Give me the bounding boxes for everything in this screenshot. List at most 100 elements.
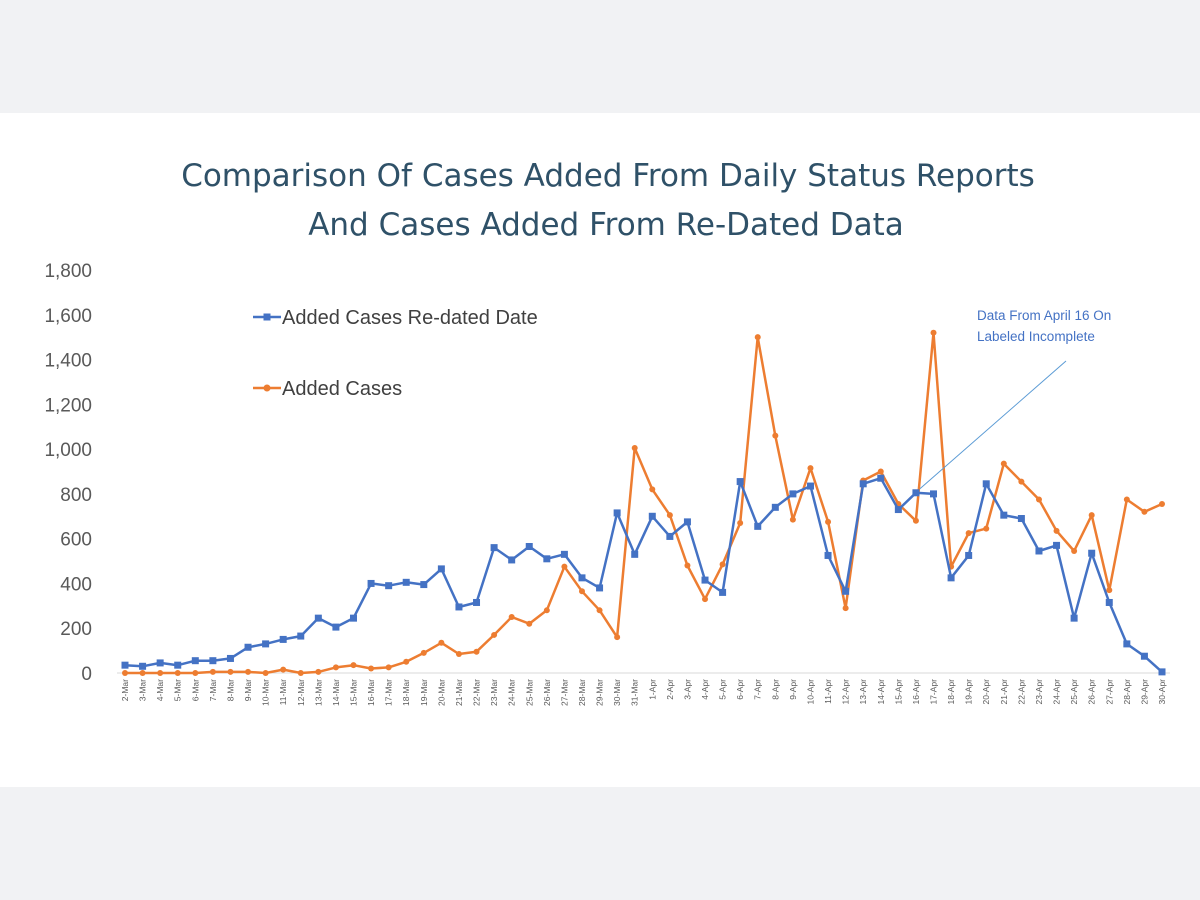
legend-entry-added[interactable]: Added Cases	[253, 378, 402, 400]
data-point[interactable]	[859, 480, 867, 488]
data-point[interactable]	[631, 550, 639, 558]
data-point[interactable]	[807, 465, 814, 472]
data-point[interactable]	[121, 661, 129, 669]
data-point[interactable]	[1070, 614, 1078, 622]
data-point[interactable]	[965, 530, 972, 537]
data-point[interactable]	[1000, 511, 1008, 519]
data-point[interactable]	[473, 598, 481, 606]
data-point[interactable]	[122, 670, 128, 676]
data-point[interactable]	[772, 432, 779, 439]
data-point[interactable]	[666, 532, 674, 540]
data-point[interactable]	[403, 658, 410, 665]
data-point[interactable]	[648, 512, 656, 520]
data-point[interactable]	[912, 489, 920, 497]
data-point[interactable]	[789, 490, 797, 498]
data-point[interactable]	[297, 670, 304, 676]
data-point[interactable]	[279, 635, 287, 643]
data-point[interactable]	[825, 518, 832, 525]
data-point[interactable]	[842, 587, 850, 595]
data-point[interactable]	[1106, 587, 1113, 594]
data-point[interactable]	[139, 670, 146, 676]
data-point[interactable]	[526, 620, 533, 627]
data-point[interactable]	[1123, 496, 1130, 503]
data-point[interactable]	[349, 614, 357, 622]
data-point[interactable]	[560, 550, 568, 558]
data-point[interactable]	[649, 486, 656, 493]
data-point[interactable]	[157, 670, 164, 676]
data-point[interactable]	[437, 565, 445, 573]
data-point[interactable]	[314, 614, 322, 622]
data-point[interactable]	[332, 623, 340, 631]
data-point[interactable]	[877, 468, 884, 475]
data-point[interactable]	[1035, 496, 1042, 503]
data-point[interactable]	[508, 556, 516, 564]
data-point[interactable]	[525, 543, 533, 551]
data-point[interactable]	[806, 482, 814, 490]
data-point[interactable]	[771, 503, 779, 511]
data-point[interactable]	[209, 668, 216, 675]
data-point[interactable]	[297, 632, 305, 640]
data-point[interactable]	[614, 634, 621, 641]
data-point[interactable]	[1071, 547, 1078, 554]
data-point[interactable]	[947, 574, 955, 582]
data-point[interactable]	[1018, 478, 1025, 485]
data-point[interactable]	[930, 329, 937, 336]
data-point[interactable]	[1000, 460, 1007, 467]
data-point[interactable]	[1017, 515, 1025, 523]
data-point[interactable]	[367, 579, 375, 587]
data-point[interactable]	[420, 649, 427, 656]
data-point[interactable]	[192, 670, 199, 676]
data-point[interactable]	[1053, 527, 1060, 534]
data-point[interactable]	[842, 605, 849, 612]
data-point[interactable]	[930, 490, 938, 498]
data-point[interactable]	[385, 582, 393, 590]
legend-entry-redated[interactable]: Added Cases Re-dated Date	[253, 307, 538, 329]
data-point[interactable]	[139, 662, 147, 670]
data-point[interactable]	[613, 509, 621, 517]
data-point[interactable]	[156, 659, 164, 667]
data-point[interactable]	[332, 664, 339, 671]
data-point[interactable]	[473, 648, 480, 655]
data-point[interactable]	[174, 661, 182, 669]
data-point[interactable]	[983, 525, 990, 532]
data-point[interactable]	[684, 562, 691, 569]
data-point[interactable]	[209, 657, 217, 665]
data-point[interactable]	[227, 668, 234, 675]
data-point[interactable]	[438, 639, 445, 646]
data-point[interactable]	[1053, 541, 1061, 549]
data-point[interactable]	[402, 578, 410, 586]
data-point[interactable]	[912, 517, 919, 524]
data-point[interactable]	[1105, 598, 1113, 606]
data-point[interactable]	[596, 607, 603, 614]
data-point[interactable]	[385, 664, 392, 671]
data-point[interactable]	[719, 588, 727, 596]
data-point[interactable]	[578, 574, 586, 582]
data-point[interactable]	[191, 657, 199, 665]
data-point[interactable]	[244, 643, 252, 651]
data-point[interactable]	[174, 670, 181, 676]
data-point[interactable]	[701, 576, 709, 584]
data-point[interactable]	[824, 551, 832, 559]
data-point[interactable]	[982, 480, 990, 488]
data-point[interactable]	[508, 614, 515, 621]
data-point[interactable]	[702, 596, 709, 603]
data-point[interactable]	[631, 444, 638, 451]
data-point[interactable]	[420, 581, 428, 589]
data-point[interactable]	[561, 563, 568, 570]
data-point[interactable]	[1088, 512, 1095, 519]
data-point[interactable]	[226, 654, 234, 662]
data-point[interactable]	[1035, 547, 1043, 555]
data-point[interactable]	[245, 668, 252, 675]
data-point[interactable]	[894, 506, 902, 514]
data-point[interactable]	[666, 512, 673, 519]
data-point[interactable]	[719, 561, 726, 568]
data-point[interactable]	[491, 631, 498, 638]
data-point[interactable]	[262, 640, 270, 648]
data-point[interactable]	[965, 551, 973, 559]
data-point[interactable]	[368, 665, 375, 672]
data-point[interactable]	[1141, 508, 1148, 515]
data-point[interactable]	[1158, 668, 1166, 676]
data-point[interactable]	[683, 518, 691, 526]
data-point[interactable]	[789, 516, 796, 523]
data-point[interactable]	[877, 474, 885, 482]
